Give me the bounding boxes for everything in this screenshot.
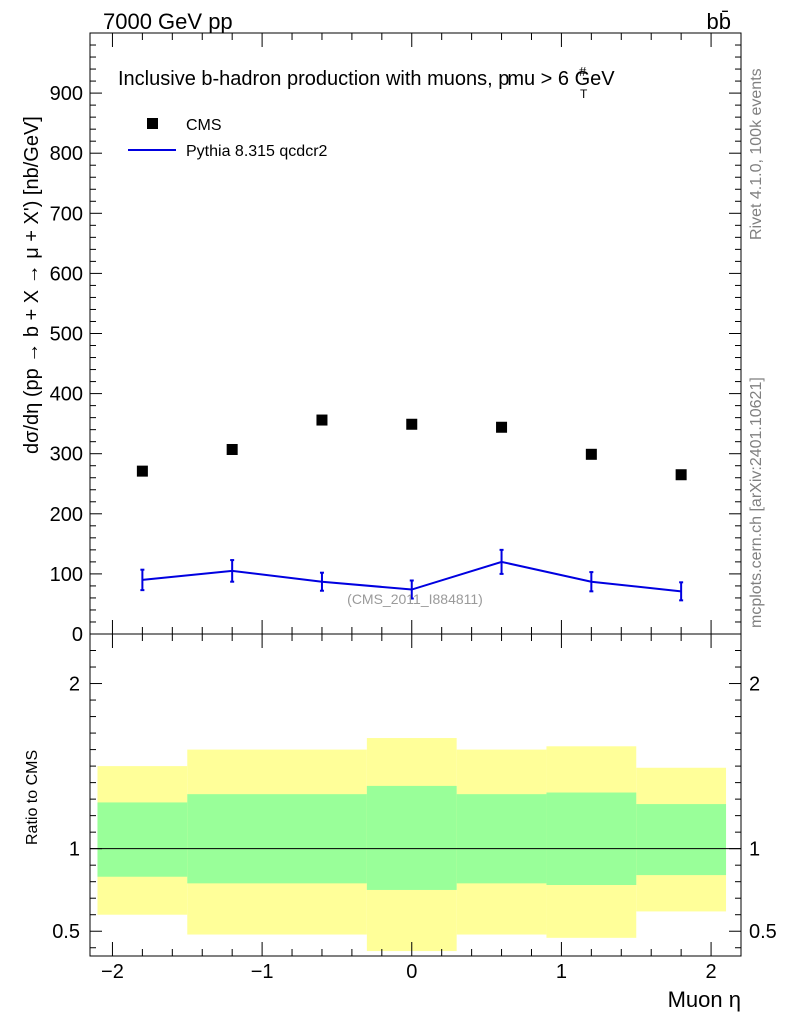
ratio-band-inner bbox=[366, 785, 457, 890]
process-label: bb̄ bbox=[707, 9, 731, 34]
cms-data-point bbox=[406, 418, 418, 430]
svg-text:Inclusive b-hadron production: Inclusive b-hadron production with muons… bbox=[118, 68, 615, 90]
cms-data-point bbox=[316, 414, 328, 426]
ratio-y-axis: 0.5 0.5 1 1 2 2 bbox=[52, 650, 777, 949]
ratio-band-inner bbox=[546, 792, 637, 885]
ratio-y-tick-label: 0.5 bbox=[52, 921, 80, 943]
ratio-band-inner bbox=[187, 794, 367, 884]
ratio-y-tick-label-right: 0.5 bbox=[749, 921, 777, 943]
x-tick-label: 1 bbox=[556, 961, 567, 983]
top-y-tick-label: 800 bbox=[50, 143, 83, 165]
plot-title-sup: # bbox=[579, 64, 587, 79]
top-y-axis-title: dσ/dη (pp → b + X → μ + X') [nb/GeV] bbox=[21, 116, 43, 454]
legend-cms-marker bbox=[147, 118, 158, 129]
energy-label: 7000 GeV pp bbox=[103, 9, 233, 34]
ratio-band-inner bbox=[97, 802, 188, 877]
cms-data-point bbox=[226, 443, 238, 455]
legend: CMS Pythia 8.315 qcdcr2 bbox=[128, 117, 328, 160]
rivet-side-label: Rivet 4.1.0, 100k events bbox=[748, 68, 765, 240]
ratio-bands bbox=[97, 738, 727, 952]
ratio-y-tick-label-right: 2 bbox=[749, 674, 760, 696]
top-y-tick-label: 900 bbox=[50, 83, 83, 105]
x-tick-label: −2 bbox=[101, 961, 124, 983]
cms-data-point bbox=[585, 448, 597, 460]
ratio-y-tick-label: 1 bbox=[69, 839, 80, 861]
plot-title-main: Inclusive b-hadron production with muons… bbox=[118, 68, 498, 90]
top-y-tick-label: 300 bbox=[50, 444, 83, 466]
ratio-y-tick-label: 2 bbox=[69, 674, 80, 696]
plot-title: Inclusive b-hadron production with muons… bbox=[118, 64, 615, 101]
x-tick-label: −1 bbox=[251, 961, 274, 983]
x-tick-label: 2 bbox=[706, 961, 717, 983]
legend-pythia-label: Pythia 8.315 qcdcr2 bbox=[186, 143, 328, 160]
cms-data-point bbox=[675, 469, 687, 481]
top-y-axis: 0 100 200 300 400 500 600 700 800 900 bbox=[50, 32, 741, 646]
analysis-watermark: (CMS_2011_I884811) bbox=[347, 591, 483, 607]
mcplots-side-label: mcplots.cern.ch [arXiv:2401.10621] bbox=[748, 377, 765, 628]
ratio-panel-frame bbox=[89, 633, 742, 957]
plot-title-p: p bbox=[498, 68, 509, 90]
x-tick-label: 0 bbox=[406, 961, 417, 983]
x-axis: −2 −1 0 1 2 bbox=[101, 634, 717, 983]
top-y-tick-label: 700 bbox=[50, 203, 83, 225]
ratio-band-inner bbox=[456, 794, 547, 884]
plot-title-sub: T bbox=[580, 87, 588, 101]
top-y-tick-label: 600 bbox=[50, 263, 83, 285]
x-axis-title: Muon η bbox=[668, 987, 741, 1012]
top-y-tick-label: 100 bbox=[50, 564, 83, 586]
ratio-y-axis-title: Ratio to CMS bbox=[24, 750, 41, 845]
cms-data-point bbox=[136, 465, 148, 477]
ratio-y-tick-label-right: 1 bbox=[749, 839, 760, 861]
top-y-tick-label: 500 bbox=[50, 324, 83, 346]
top-series-layer bbox=[136, 414, 687, 602]
ratio-band-inner bbox=[636, 804, 727, 876]
legend-cms-label: CMS bbox=[186, 117, 222, 134]
plot-title-tail: mu > 6 GeV bbox=[507, 68, 615, 90]
cms-data-point bbox=[496, 421, 508, 433]
top-y-tick-label: 200 bbox=[50, 504, 83, 526]
top-y-tick-label: 400 bbox=[50, 384, 83, 406]
top-y-tick-label: 0 bbox=[72, 624, 83, 646]
pythia-series-line bbox=[142, 560, 682, 593]
